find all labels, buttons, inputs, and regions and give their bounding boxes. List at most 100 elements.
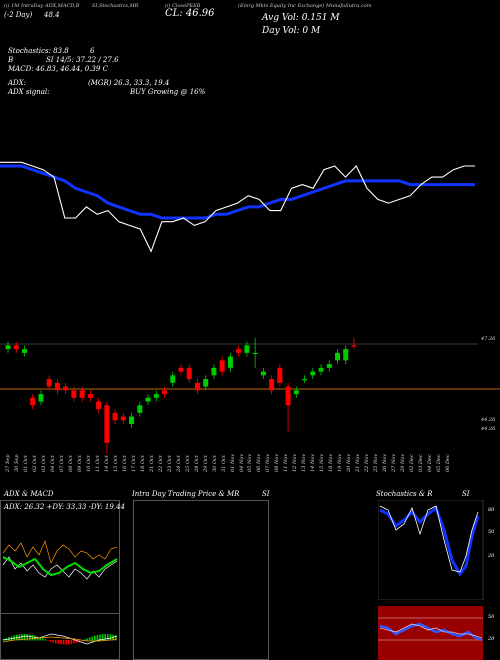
macd-bar	[91, 636, 93, 641]
candle-body	[302, 379, 308, 381]
date-label: 06 Dec	[445, 454, 451, 472]
candle-body	[54, 382, 60, 391]
candle-body	[104, 405, 110, 443]
date-label: 29 Oct	[202, 455, 209, 472]
date-label: 29 Nov	[400, 453, 407, 472]
macd-bar	[73, 640, 75, 644]
stoch-tick-80: 80	[488, 507, 495, 513]
candle-body	[203, 379, 209, 387]
date-label: 31 Oct	[220, 455, 227, 472]
candle-body	[5, 345, 11, 350]
rsi-readout: SI 14/5: 37.22 / 27.6	[46, 56, 119, 64]
candle-body	[318, 367, 324, 372]
candle-body	[244, 345, 250, 353]
candle-body	[211, 367, 217, 376]
macd-readout: MACD: 46.83, 46.44, 0.39 C	[8, 65, 108, 73]
date-label: 22 Oct	[157, 455, 164, 472]
macd-bar	[86, 638, 88, 641]
candle-body	[351, 345, 357, 347]
candle-body	[137, 405, 143, 413]
date-label: 26 Nov	[382, 453, 389, 472]
date-label: 24 Oct	[175, 455, 182, 472]
date-label: 21 Nov	[355, 453, 362, 472]
candle-body	[63, 386, 69, 391]
rsi-signal-line	[379, 623, 483, 639]
macd-bar	[94, 635, 96, 641]
candle-body	[285, 386, 291, 406]
candle-body	[162, 390, 168, 395]
header-tab-3[interactable]: (i) ClosePEEB	[165, 3, 201, 9]
date-label: 05 Dec	[436, 454, 442, 472]
date-label: 04 Oct	[49, 455, 56, 472]
date-label: 23 Oct	[166, 455, 173, 472]
candle-body	[87, 394, 93, 398]
header-tab-4[interactable]: (Emrg Mkts Equity Inc Exchange) MunafaSu…	[238, 3, 372, 9]
candle-body	[227, 356, 233, 368]
macd-bar	[52, 640, 54, 643]
close-price: CL: 46.96	[165, 8, 215, 19]
stoch-tick-20: 20	[488, 553, 495, 559]
date-label: 09 Oct	[76, 455, 83, 472]
candle-body	[145, 397, 151, 402]
macd-bar	[55, 640, 57, 644]
adx-panel-title: ADX & MACD	[4, 490, 54, 498]
candle-body	[13, 345, 19, 350]
stochastics-lines	[378, 500, 484, 600]
header-tab-1[interactable]: (i) 1M IntraDay ADX,MACD,B	[4, 3, 80, 9]
date-label: 28 Oct	[193, 455, 200, 472]
rsi-label: B	[8, 56, 14, 64]
price-line	[0, 161, 475, 253]
date-label: 07 Oct	[58, 455, 65, 472]
macd-bar	[75, 640, 78, 643]
date-label: 20 Nov	[346, 453, 353, 472]
plus-di-line	[2, 539, 118, 564]
adx-macd-panel: ADX: 26.32 +DY: 33.33 -DY: 19.44	[0, 500, 125, 660]
date-label: 25 Nov	[373, 453, 380, 472]
candle-body	[194, 382, 200, 391]
change-value: 48.4	[44, 11, 60, 19]
macd-bar	[83, 639, 86, 641]
adx-line	[2, 556, 118, 577]
date-label: 07 Nov	[265, 453, 272, 472]
header-tab-2[interactable]: SI,Stochastics,MR	[92, 3, 139, 9]
adx-signal-label: ADX signal:	[8, 88, 50, 96]
macd-bar	[101, 634, 104, 641]
date-label: 06 Nov	[256, 453, 263, 472]
candle-body	[129, 416, 135, 425]
day-volume: Day Vol: 0 M	[262, 26, 321, 36]
intraday-panel	[133, 500, 269, 660]
candle-body	[186, 367, 192, 380]
change-label: (-2 Day)	[4, 11, 33, 19]
macd-bar	[57, 640, 60, 644]
stoch-k-line	[379, 505, 479, 573]
candle-body	[335, 352, 341, 361]
date-label: 27 Sep	[5, 454, 11, 472]
macd-histogram	[2, 633, 118, 645]
date-label: 04 Dec	[427, 454, 433, 472]
date-label: 27 Nov	[391, 453, 398, 472]
date-label: 04 Nov	[238, 453, 245, 472]
stochastics-readout-value: 6	[90, 47, 95, 55]
date-label: 18 Oct	[139, 455, 146, 472]
macd-bar	[44, 639, 47, 641]
candle-body	[269, 379, 275, 391]
date-label: 14 Nov	[310, 453, 317, 472]
macd-bar	[99, 634, 101, 641]
rsi-tick-50: 50	[488, 614, 495, 620]
candle-body	[153, 394, 159, 398]
candle-body	[71, 390, 77, 398]
macd-bar	[60, 640, 62, 645]
candle-body	[120, 416, 126, 421]
date-label: 30 Oct	[211, 455, 218, 472]
macd-bar	[78, 640, 80, 642]
macd-line	[2, 633, 118, 645]
candle-body	[96, 401, 102, 410]
candle-body	[79, 390, 85, 398]
macd-bar	[109, 634, 112, 641]
macd-bar	[65, 640, 67, 645]
stoch-tick-50: 50	[488, 529, 495, 535]
candle-body	[170, 375, 176, 383]
macd-bar	[29, 634, 31, 641]
date-label: 11 Nov	[283, 453, 290, 472]
